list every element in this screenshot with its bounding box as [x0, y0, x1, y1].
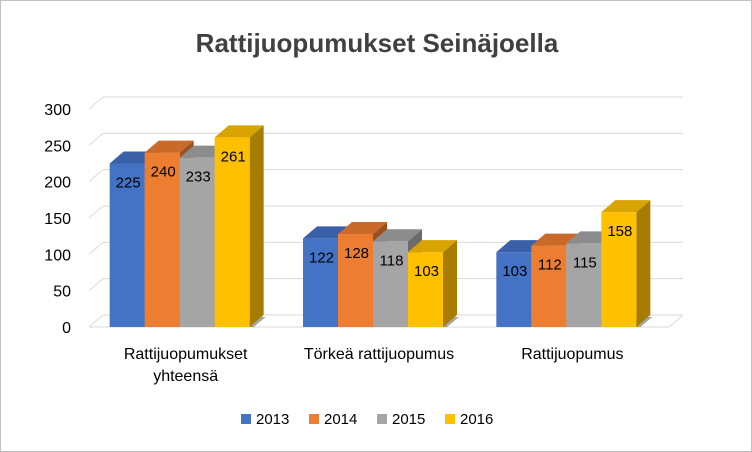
floor-edge-side	[668, 314, 684, 328]
chart-title: Rattijuopumukset Seinäjoella	[196, 28, 559, 58]
gridline-diagonal	[88, 314, 104, 328]
y-tick-label: 300	[44, 102, 71, 119]
gridline-diagonal	[88, 278, 104, 292]
data-label: 103	[502, 263, 527, 280]
y-tick-label: 0	[62, 320, 71, 337]
category-label: Rattijuopumukset	[124, 346, 248, 363]
data-labels: 225 240 233 261 122 128 118 103 103 112 115 158	[116, 148, 633, 280]
bars	[109, 125, 653, 327]
gridline-diagonal	[88, 169, 104, 183]
bar-top	[144, 140, 194, 153]
bar-front	[531, 245, 567, 327]
category-label: Törkeä rattijuopumus	[304, 346, 454, 363]
bar-front	[303, 238, 338, 327]
bar-top	[373, 229, 422, 242]
data-label: 158	[607, 223, 632, 240]
bar	[601, 200, 651, 327]
data-label: 128	[344, 245, 369, 262]
y-tick-label: 50	[53, 284, 71, 301]
bar	[408, 240, 457, 327]
legend-swatch	[377, 414, 387, 424]
y-tick-label: 200	[44, 175, 71, 192]
legend-item: 2015	[377, 411, 425, 428]
gridline-diagonal	[88, 241, 104, 255]
data-label: 118	[380, 252, 404, 269]
gridline-diagonal	[88, 96, 104, 110]
category-label: Rattijuopumus	[521, 346, 623, 363]
legend-swatch	[241, 414, 251, 424]
legend-label: 2015	[392, 411, 425, 428]
y-axis-ticks: 0 50 100 150 200 250 300	[44, 102, 71, 337]
gridline-diagonal	[88, 205, 104, 219]
gridline-diagonal	[88, 132, 104, 146]
bar-side	[636, 200, 651, 327]
data-label: 261	[221, 148, 246, 165]
bar-front	[566, 243, 602, 327]
bar	[214, 125, 264, 327]
bar-front	[373, 241, 408, 327]
bar-side	[249, 125, 264, 327]
legend-item: 2016	[445, 411, 493, 428]
bar-front	[601, 212, 637, 327]
category-label: yhteensä	[153, 368, 218, 385]
legend-swatch	[309, 414, 319, 424]
data-label: 122	[309, 249, 334, 266]
data-label: 112	[538, 257, 562, 274]
legend-label: 2013	[256, 411, 289, 428]
bar-side	[443, 240, 457, 327]
data-label: 225	[116, 175, 141, 192]
legend-label: 2016	[460, 411, 493, 428]
bar-top	[338, 221, 387, 234]
bar-front	[179, 157, 215, 327]
legend: 2013 2014 2015 2016	[241, 411, 493, 428]
legend-item: 2013	[241, 411, 289, 428]
bar-top	[408, 240, 457, 253]
data-label: 233	[186, 169, 211, 186]
bar-front	[496, 252, 532, 327]
data-label: 103	[414, 263, 439, 280]
bar-front	[408, 252, 443, 327]
bar-front	[338, 233, 373, 327]
data-label: 240	[151, 164, 176, 181]
bar-front	[109, 163, 145, 327]
bar-top	[214, 125, 264, 138]
data-label: 115	[573, 254, 597, 271]
y-tick-label: 100	[44, 247, 71, 264]
y-tick-label: 150	[44, 211, 71, 228]
bar-front	[144, 152, 180, 327]
y-tick-label: 250	[44, 138, 71, 155]
legend-swatch	[445, 414, 455, 424]
category-labels: Rattijuopumukset yhteensä Törkeä rattijuop…	[124, 346, 624, 385]
bar-front	[214, 137, 250, 327]
legend-item: 2014	[309, 411, 357, 428]
legend-label: 2014	[324, 411, 357, 428]
bar-top	[601, 200, 651, 213]
